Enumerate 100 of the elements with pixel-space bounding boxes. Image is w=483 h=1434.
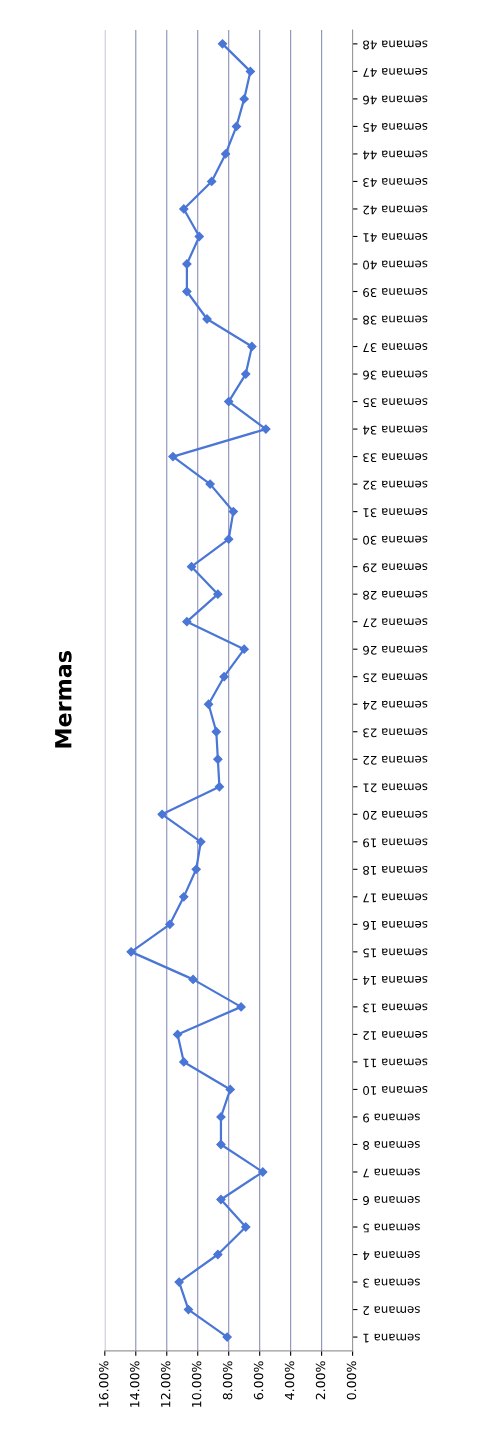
- point: [236, 1002, 246, 1012]
- point: [174, 1277, 184, 1287]
- y-tick-label: semana 15: [363, 948, 428, 958]
- y-tick-label: semana 14: [362, 975, 428, 985]
- point: [220, 149, 231, 159]
- point: [179, 1057, 189, 1067]
- y-tick-label: semana 4: [362, 1251, 420, 1260]
- y-tick-label: semana 48: [363, 40, 428, 50]
- y-tick-label: semana 31: [363, 508, 428, 518]
- y-tick-label: semana 8: [363, 1141, 420, 1150]
- y-tick-label: semana 10: [363, 1086, 428, 1095]
- point: [228, 507, 238, 517]
- y-tick-label: semana 3: [363, 1278, 420, 1288]
- point: [216, 1139, 226, 1150]
- point: [222, 1332, 232, 1342]
- y-tick-label: semana 42: [363, 205, 428, 215]
- point: [157, 809, 167, 819]
- point: [245, 66, 256, 77]
- y-tick-label: semana 32: [363, 480, 428, 490]
- x-tick-label: 6.00%: [253, 1361, 264, 1400]
- point: [205, 479, 215, 489]
- y-tick-label: semana 43: [363, 178, 428, 187]
- y-tick-label: semana 29: [363, 563, 428, 573]
- point: [182, 259, 192, 269]
- y-tick-label: semana 24: [362, 700, 428, 710]
- y-tick-label: semana 16: [363, 920, 428, 930]
- y-tick-label: semana 17: [363, 893, 428, 903]
- y-tick-label: semana 12: [363, 1030, 428, 1040]
- point: [203, 699, 214, 709]
- point: [216, 1112, 226, 1122]
- x-tick-label: 14.00%: [129, 1361, 140, 1407]
- point: [211, 727, 221, 737]
- y-tick-label: semana 22: [363, 755, 428, 765]
- point: [231, 121, 242, 132]
- y-tick-label: semana 44: [362, 150, 428, 160]
- y-tick-label: semana 30: [363, 535, 428, 545]
- y-tick-label: semana 37: [363, 343, 428, 353]
- point: [241, 1222, 251, 1232]
- point: [224, 396, 234, 407]
- y-tick-label: semana 25: [363, 673, 428, 683]
- point: [247, 341, 257, 352]
- y-tick-label: semana 6: [363, 1196, 420, 1205]
- point: [213, 754, 223, 764]
- y-tick-label: semana 41: [363, 233, 428, 242]
- y-tick-label: semana 20: [363, 810, 428, 820]
- x-tick-label: 4.00%: [284, 1361, 295, 1400]
- y-tick-label: semana 13: [363, 1003, 428, 1013]
- point: [207, 176, 217, 187]
- point: [172, 1029, 183, 1040]
- x-tick-label: 0.00%: [346, 1361, 357, 1400]
- point: [225, 1084, 235, 1095]
- point: [179, 204, 189, 214]
- point: [261, 424, 271, 434]
- y-tick-label: semana 9: [363, 1113, 420, 1123]
- y-tick-label: semana 35: [363, 398, 428, 408]
- point: [217, 39, 228, 49]
- y-tick-label: semana 11: [363, 1058, 428, 1068]
- point: [214, 782, 225, 792]
- y-tick-label: semana 26: [363, 645, 428, 655]
- point: [239, 94, 249, 104]
- point: [213, 1249, 223, 1260]
- point: [224, 534, 234, 544]
- y-tick-label: semana 36: [363, 370, 428, 380]
- x-tick-label: 8.00%: [222, 1361, 233, 1400]
- point: [188, 974, 198, 985]
- y-tick-label: semana 28: [363, 590, 428, 600]
- point: [196, 837, 206, 847]
- y-tick-label: semana 19: [363, 838, 428, 848]
- y-tick-label: semana 27: [363, 618, 428, 628]
- point: [191, 864, 201, 874]
- y-tick-label: semana 33: [363, 453, 428, 463]
- point: [213, 589, 223, 599]
- y-tick-label: semana 7: [363, 1168, 420, 1178]
- y-tick-label: semana 18: [363, 865, 428, 875]
- point: [182, 286, 192, 297]
- y-tick-label: semana 34: [362, 425, 428, 435]
- point: [239, 644, 249, 654]
- y-tick-label: semana 45: [363, 122, 428, 132]
- y-tick-label: semana 39: [363, 288, 428, 298]
- point: [179, 892, 189, 902]
- x-tick-label: 12.00%: [160, 1361, 171, 1407]
- y-tick-label: semana 38: [363, 315, 428, 325]
- y-tick-label: semana 47: [363, 67, 428, 77]
- point: [165, 919, 175, 929]
- x-tick-label: 16.00%: [98, 1361, 109, 1407]
- y-tick-label: semana 23: [363, 728, 428, 738]
- point: [241, 369, 251, 379]
- text: Mermas: [55, 651, 72, 748]
- y-tick-label: semana 40: [363, 260, 428, 270]
- x-tick-label: 10.00%: [191, 1361, 202, 1407]
- y-tick-label: semana 1: [363, 1333, 420, 1343]
- y-tick-label: semana 5: [363, 1223, 420, 1233]
- y-tick-label: semana 2: [363, 1306, 420, 1316]
- point: [216, 1194, 226, 1205]
- point: [126, 947, 136, 957]
- point: [183, 1304, 194, 1315]
- y-tick-label: semana 46: [363, 95, 428, 105]
- point: [182, 617, 192, 627]
- point: [219, 672, 229, 682]
- x-tick-label: 2.00%: [315, 1361, 326, 1400]
